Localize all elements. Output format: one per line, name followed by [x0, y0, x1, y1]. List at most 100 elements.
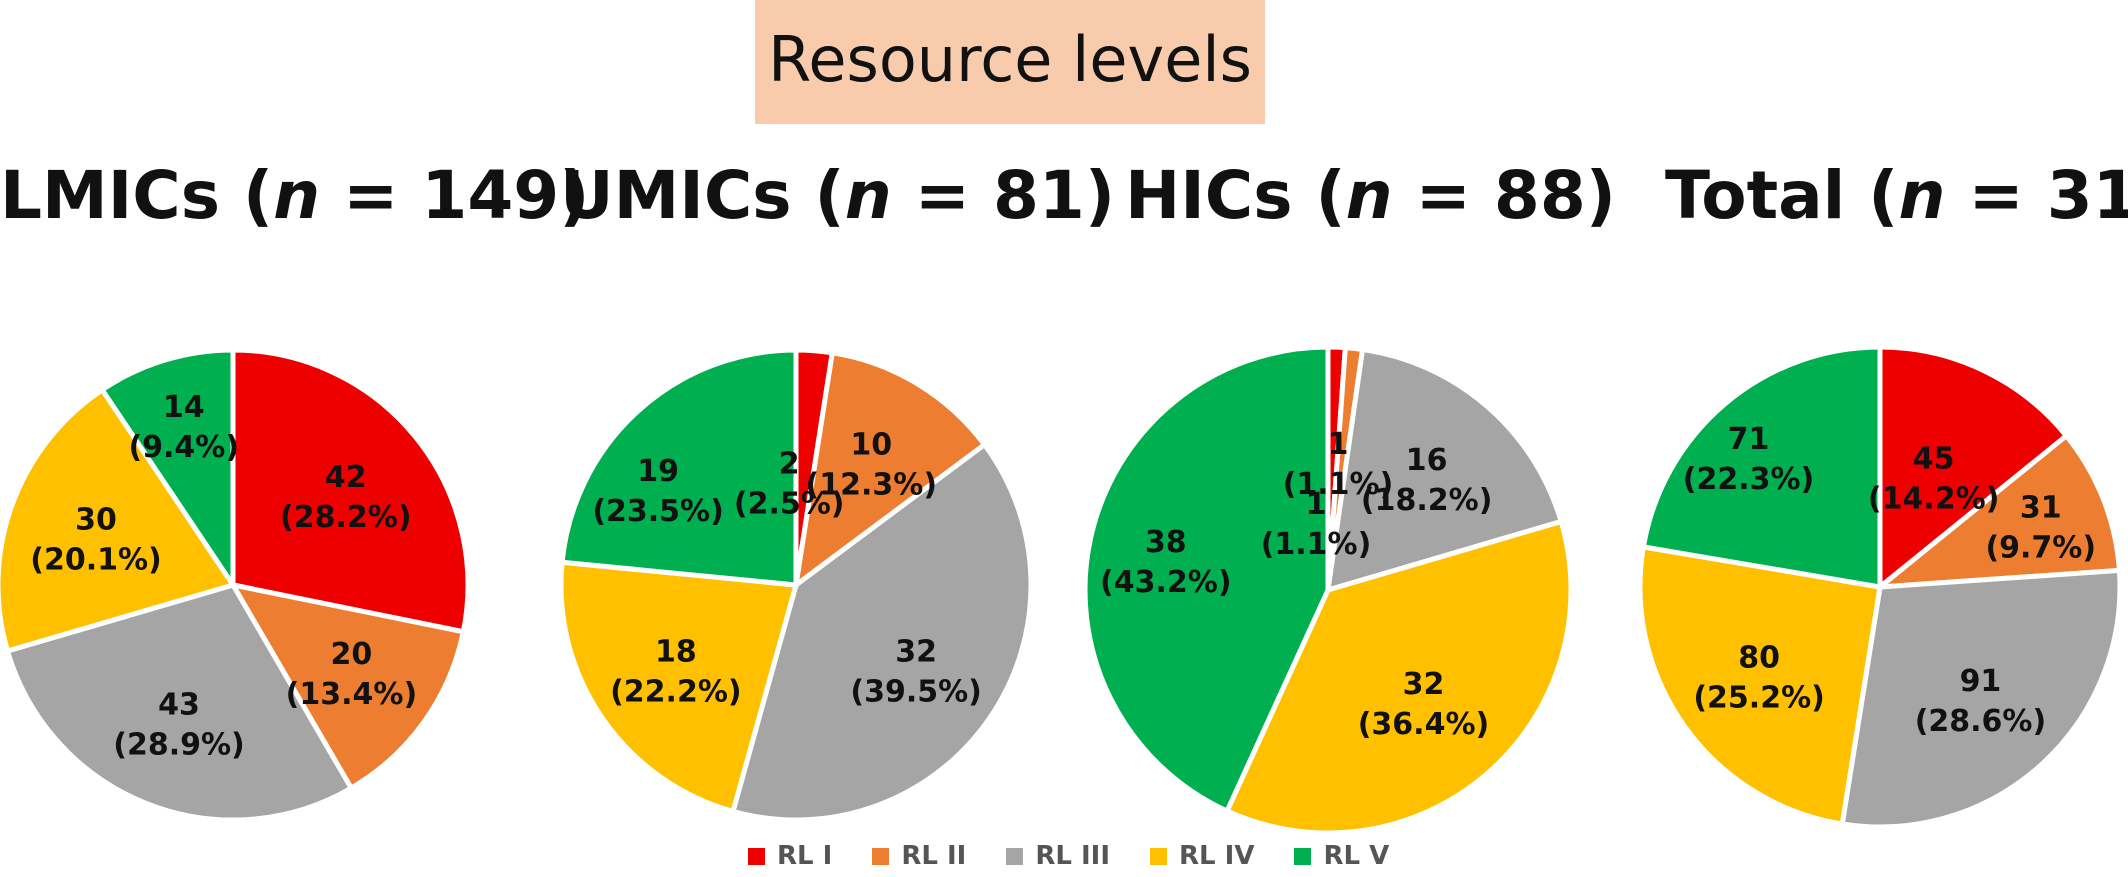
slice-percent-label: (18.2%) — [1361, 483, 1493, 518]
slice-percent-label: (20.1%) — [30, 542, 162, 577]
pie-slice-rl-iii — [1324, 346, 1565, 594]
pie-slice-rl-v — [1640, 344, 1883, 590]
slice-count-label: 14 — [163, 390, 205, 425]
slice-percent-label: (28.9%) — [113, 727, 245, 762]
pie-slice-rl-iii — [1839, 567, 2123, 830]
slice-percent-label: (2.5%) — [734, 487, 845, 522]
pie-slice-rl-ii — [228, 581, 467, 792]
main-title: Resource levels — [768, 23, 1252, 96]
slice-percent-label: (36.4%) — [1358, 707, 1490, 742]
slice-count-label: 1 — [1306, 487, 1327, 522]
slice-data-label: 71 (22.3%) — [1683, 422, 1815, 497]
slice-percent-label: (13.4%) — [286, 677, 418, 712]
slice-percent-label: (9.7%) — [1985, 531, 2096, 566]
slice-count-label: 91 — [1960, 664, 2002, 699]
chart-title-umics: UMICs (n = 81) — [560, 157, 1115, 234]
slice-data-label: 43 (28.9%) — [113, 687, 245, 762]
slice-data-label: 32 (36.4%) — [1358, 667, 1490, 742]
chart-title-n: n — [1345, 157, 1393, 234]
legend-swatch — [1150, 847, 1167, 865]
chart-title-name: HICs — [1125, 157, 1293, 234]
pie-chart-umics: 2 (2.5%)10 (12.3%) 32 (39.5%) 18 (22.2%) 19 (23.… — [558, 347, 1034, 823]
slice-percent-label: (14.2%) — [1868, 481, 2000, 516]
pie-slice-rl-v — [1082, 344, 1331, 815]
slice-count-label: 18 — [655, 634, 697, 669]
slice-count-label: 42 — [325, 460, 367, 495]
pie-slice-rl-iv — [558, 559, 800, 815]
chart-title-n: n — [844, 157, 892, 234]
slice-percent-label: (28.2%) — [280, 500, 412, 535]
legend-swatch — [748, 847, 765, 865]
slice-count-label: 10 — [850, 427, 892, 462]
slice-percent-label: (9.4%) — [128, 430, 239, 465]
pie-chart-total: 45 (14.2%) 31 (9.7%) 91 (28.6%) 80 (25.2%) 71 (22… — [1637, 344, 2123, 830]
chart-title-name: LMICs — [0, 157, 221, 234]
pie-slice-rl-v — [559, 347, 799, 588]
pie-slice-rl-iii — [4, 582, 355, 823]
chart-title-total: Total (n = 318) — [1665, 157, 2128, 234]
legend-item: RL I — [748, 841, 832, 871]
slice-count-label: 32 — [1403, 667, 1445, 702]
slice-data-label: 2 (2.5%) — [734, 447, 845, 522]
chart-title-count: = 149) — [320, 157, 590, 234]
chart-title-count: = 88) — [1392, 157, 1616, 234]
legend-label: RL IV — [1179, 841, 1255, 871]
slice-count-label: 31 — [2020, 491, 2062, 526]
pie-slice-rl-ii — [792, 349, 988, 591]
pie-chart-hics: 1 (1.1%)1 (1.1%)16 (18.2%)32 (36.4%)38 (43.2%… — [1082, 344, 1574, 836]
pie-slice-rl-i — [1877, 344, 2070, 593]
legend-item: RL IV — [1150, 841, 1254, 871]
chart-title-count: = 318) — [1968, 157, 2128, 234]
slice-count-label: 16 — [1406, 443, 1448, 478]
slice-data-label: 16 (18.2%) — [1361, 443, 1493, 518]
slice-percent-label: (1.1%) — [1261, 527, 1372, 562]
legend-label: RL III — [1035, 841, 1110, 871]
legend-swatch — [1006, 847, 1024, 865]
slice-count-label: 30 — [75, 502, 117, 537]
slice-data-label: 45 (14.2%) — [1868, 441, 2000, 516]
slice-data-label: 10 (12.3%) — [806, 427, 938, 502]
chart-title-n: n — [273, 157, 321, 234]
slice-percent-label: (1.1%) — [1283, 467, 1394, 502]
slice-percent-label: (22.2%) — [610, 674, 742, 709]
legend: RL I RL II RL III RL IV RL V — [748, 840, 1429, 872]
pie-slice-rl-iv — [1223, 518, 1574, 836]
slice-percent-label: (12.3%) — [806, 467, 938, 502]
legend-label: RL V — [1323, 841, 1390, 871]
slice-count-label: 71 — [1728, 422, 1770, 457]
slice-percent-label: (23.5%) — [592, 494, 724, 529]
slice-data-label: 32 (39.5%) — [850, 634, 982, 709]
slice-data-label: 42 (28.2%) — [280, 460, 412, 535]
slice-count-label: 80 — [1738, 641, 1780, 676]
chart-title-n: n — [1898, 157, 1946, 234]
slice-percent-label: (25.2%) — [1693, 681, 1825, 716]
chart-title-name: Total — [1665, 157, 1846, 234]
pie-slice-rl-iv — [0, 386, 237, 655]
slice-data-label: 31 (9.7%) — [1985, 491, 2096, 566]
pie-slice-rl-iv — [1637, 543, 1883, 827]
legend-item: RL V — [1294, 841, 1389, 871]
chart-title-name: UMICs — [560, 157, 792, 234]
slice-data-label: 20 (13.4%) — [286, 637, 418, 712]
slice-data-label: 30 (20.1%) — [30, 502, 162, 577]
chart-title-count: = 81) — [891, 157, 1115, 234]
legend-label: RL II — [901, 841, 967, 871]
slice-count-label: 43 — [158, 687, 200, 722]
slice-data-label: 91 (28.6%) — [1915, 664, 2047, 739]
slice-count-label: 32 — [895, 634, 937, 669]
pie-slice-rl-v — [98, 347, 236, 594]
title-box — [755, 0, 1265, 124]
slice-count-label: 38 — [1145, 525, 1187, 560]
slice-data-label: 38 (43.2%) — [1100, 525, 1232, 600]
slice-data-label: 1 (1.1%) — [1261, 487, 1372, 562]
slice-data-label: 19 (23.5%) — [592, 454, 724, 529]
pie-slice-rl-i — [230, 347, 471, 635]
legend-swatch — [1294, 847, 1312, 865]
slice-count-label: 19 — [637, 454, 679, 489]
chart-title-lmics: LMICs (n = 149) — [0, 157, 590, 234]
slice-count-label: 2 — [779, 447, 800, 482]
slice-count-label: 45 — [1913, 441, 1955, 476]
slice-count-label: 20 — [331, 637, 373, 672]
pie-slice-rl-iii — [729, 441, 1034, 823]
legend-swatch — [872, 847, 890, 865]
